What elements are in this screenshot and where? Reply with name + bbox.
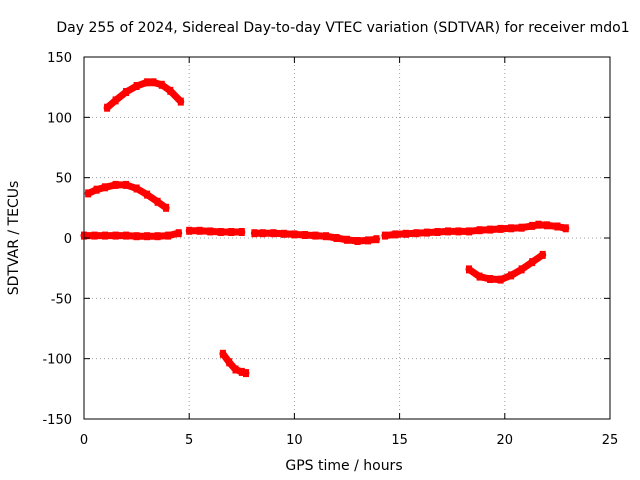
x-tick-label: 10 xyxy=(286,433,303,448)
data-point xyxy=(280,229,287,238)
data-point xyxy=(508,271,515,280)
data-point xyxy=(91,231,98,240)
data-point xyxy=(243,369,249,378)
data-point xyxy=(133,184,140,193)
y-tick-label: 100 xyxy=(47,111,72,126)
data-point xyxy=(354,237,361,245)
data-point xyxy=(466,227,472,236)
y-axis-label: SDTVAR / TECUs xyxy=(6,181,22,296)
data-point xyxy=(112,180,119,189)
data-point xyxy=(434,228,441,236)
data-point xyxy=(445,227,451,236)
data-point xyxy=(238,228,245,236)
chart-title: Day 255 of 2024, Sidereal Day-to-day VTE… xyxy=(56,20,629,36)
data-point xyxy=(251,229,258,238)
series-baseline-1 xyxy=(80,229,183,240)
data-point xyxy=(487,275,494,283)
data-point xyxy=(270,229,277,238)
data-point xyxy=(543,221,550,230)
data-point xyxy=(518,265,525,274)
data-point xyxy=(144,190,151,199)
data-point xyxy=(123,180,130,189)
x-axis-label: GPS time / hours xyxy=(285,458,402,474)
data-point xyxy=(232,365,239,374)
data-point xyxy=(144,232,151,241)
data-point xyxy=(497,275,504,284)
data-point xyxy=(535,220,542,229)
data-series xyxy=(80,78,570,378)
data-point xyxy=(93,185,100,194)
data-point xyxy=(291,230,298,239)
data-point xyxy=(226,358,233,367)
data-point xyxy=(487,225,494,234)
data-point xyxy=(112,231,119,240)
data-point xyxy=(177,97,184,106)
data-point xyxy=(133,82,140,90)
x-tick-label: 5 xyxy=(185,433,193,448)
data-point xyxy=(323,232,329,241)
data-point xyxy=(85,189,92,198)
data-point xyxy=(301,231,308,239)
data-point xyxy=(476,272,483,281)
data-point xyxy=(196,226,203,235)
data-point xyxy=(102,231,108,240)
data-point xyxy=(392,230,399,239)
data-point xyxy=(365,236,371,245)
data-point xyxy=(508,224,515,233)
data-point xyxy=(381,231,388,240)
data-point xyxy=(539,250,546,259)
data-point xyxy=(163,203,170,212)
y-tick-label: -50 xyxy=(51,292,72,307)
data-point xyxy=(344,235,350,244)
data-point xyxy=(167,86,174,95)
x-tick-label: 25 xyxy=(602,433,619,448)
y-tick-label: 0 xyxy=(64,232,72,247)
data-point xyxy=(123,231,130,240)
data-point xyxy=(518,223,525,232)
data-point xyxy=(112,96,119,105)
data-point xyxy=(207,227,214,236)
x-tick-label: 20 xyxy=(497,433,514,448)
data-point xyxy=(154,197,161,206)
data-point xyxy=(373,235,380,244)
data-point xyxy=(165,231,172,240)
data-point xyxy=(562,224,569,233)
data-point xyxy=(455,227,462,236)
data-point xyxy=(104,103,111,112)
data-point xyxy=(158,80,165,89)
data-point xyxy=(424,228,430,237)
data-point xyxy=(228,228,235,236)
data-point xyxy=(466,265,472,274)
y-tick-label: -150 xyxy=(42,413,72,428)
y-tick-label: 50 xyxy=(55,172,72,187)
data-point xyxy=(150,78,157,87)
data-point xyxy=(154,232,161,241)
axis-ticks: 0 5 10 15 20 25 -150 -100 -50 0 50 100 150 xyxy=(42,51,618,448)
data-point xyxy=(554,222,561,231)
x-tick-label: 0 xyxy=(80,433,88,448)
data-point xyxy=(217,228,224,236)
y-tick-label: -100 xyxy=(42,353,72,368)
data-point xyxy=(413,229,420,238)
x-tick-label: 15 xyxy=(391,433,408,448)
data-point xyxy=(497,224,504,233)
data-point xyxy=(219,349,226,358)
data-point xyxy=(144,78,151,87)
y-tick-label: 150 xyxy=(47,51,72,66)
data-point xyxy=(259,229,266,238)
data-point xyxy=(333,234,340,242)
data-point xyxy=(102,183,108,192)
data-point xyxy=(402,229,409,238)
data-point xyxy=(476,226,483,235)
data-point xyxy=(529,258,536,267)
data-point xyxy=(175,229,182,238)
data-point xyxy=(529,221,536,230)
data-point xyxy=(238,367,245,376)
data-point xyxy=(186,226,193,235)
data-point xyxy=(312,231,319,240)
data-point xyxy=(133,232,140,241)
data-point xyxy=(123,88,130,96)
